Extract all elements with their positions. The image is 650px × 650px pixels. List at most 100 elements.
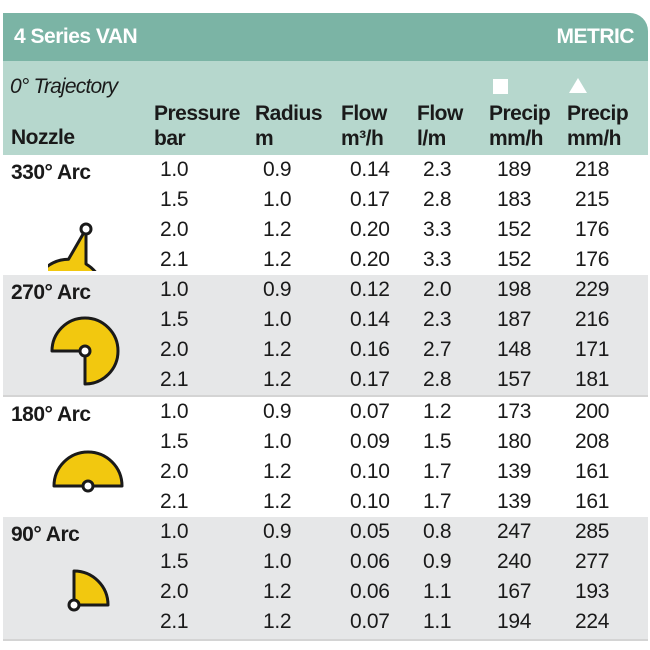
precip-triangle-cell: 171 — [575, 338, 610, 361]
table-row: 2.0 1.2 0.10 1.7 139 161 — [3, 460, 648, 490]
arc-label: 90° Arc — [11, 523, 80, 546]
flow-lm-cell: 1.1 — [423, 610, 452, 633]
precip-triangle-cell: 176 — [575, 248, 610, 271]
precip-triangle-cell: 161 — [575, 460, 610, 483]
precip-square-cell: 152 — [497, 218, 532, 241]
flow-m3h-cell: 0.17 — [350, 368, 390, 391]
table-row: 1.5 1.0 0.17 2.8 183 215 — [3, 188, 648, 218]
flow-m3h-cell: 0.14 — [350, 308, 390, 331]
flow-m3h-cell: 0.06 — [350, 550, 390, 573]
precip-triangle-cell: 277 — [575, 550, 610, 573]
pressure-cell: 1.0 — [160, 400, 189, 423]
radius-cell: 1.2 — [263, 368, 292, 391]
precip-square-cell: 139 — [497, 460, 532, 483]
column-header: 0° Trajectory Nozzle Pressure bar Radius… — [3, 61, 648, 155]
radius-cell: 0.9 — [263, 520, 292, 543]
flow-lm-cell: 1.2 — [423, 400, 452, 423]
arc-330-icon — [48, 222, 97, 271]
col-nozzle: Nozzle — [11, 125, 75, 150]
radius-cell: 1.2 — [263, 490, 292, 513]
col-flow-m3h-unit: m³/h — [341, 127, 384, 150]
precip-triangle-cell: 216 — [575, 308, 610, 331]
precip-triangle-cell: 215 — [575, 188, 610, 211]
radius-cell: 1.0 — [263, 188, 292, 211]
radius-cell: 1.0 — [263, 430, 292, 453]
col-pressure-label: Pressure — [154, 102, 240, 125]
precip-triangle-cell: 161 — [575, 490, 610, 513]
flow-lm-cell: 2.8 — [423, 188, 452, 211]
col-precip-triangle: Precip mm/h — [567, 101, 629, 151]
square-icon — [493, 79, 508, 94]
flow-m3h-cell: 0.10 — [350, 490, 390, 513]
title-bar: 4 Series VAN METRIC — [3, 13, 648, 61]
radius-cell: 1.0 — [263, 308, 292, 331]
precip-triangle-cell: 176 — [575, 218, 610, 241]
pressure-cell: 1.5 — [160, 188, 189, 211]
section-180-arc: 180° Arc 1.0 0.9 0.07 1.2 173 200 1.5 1.… — [3, 397, 648, 519]
radius-cell: 1.2 — [263, 460, 292, 483]
flow-m3h-cell: 0.17 — [350, 188, 390, 211]
pressure-cell: 2.0 — [160, 580, 189, 603]
table-row: 2.1 1.2 0.10 1.7 139 161 — [3, 490, 648, 520]
precip-square-cell: 194 — [497, 610, 532, 633]
unit-system-label: METRIC — [556, 25, 635, 48]
flow-lm-cell: 0.8 — [423, 520, 452, 543]
precip-square-cell: 173 — [497, 400, 532, 423]
col-pressure: Pressure bar — [154, 101, 240, 151]
table-row: 2.1 1.2 0.17 2.8 157 181 — [3, 368, 648, 398]
flow-m3h-cell: 0.05 — [350, 520, 390, 543]
pressure-cell: 1.0 — [160, 278, 189, 301]
col-radius-unit: m — [255, 127, 274, 150]
table-row: 2.0 1.2 0.06 1.1 167 193 — [3, 580, 648, 610]
table-row: 2.1 1.2 0.07 1.1 194 224 — [3, 610, 648, 640]
radius-cell: 0.9 — [263, 158, 292, 181]
precip-square-cell: 167 — [497, 580, 532, 603]
triangle-icon — [569, 78, 587, 93]
flow-lm-cell: 2.0 — [423, 278, 452, 301]
precip-square-cell: 240 — [497, 550, 532, 573]
table-row: 1.0 0.9 0.14 2.3 189 218 — [3, 158, 648, 188]
table-row: 2.0 1.2 0.20 3.3 152 176 — [3, 218, 648, 248]
col-pressure-unit: bar — [154, 127, 186, 150]
precip-square-cell: 189 — [497, 158, 532, 181]
col-radius-label: Radius — [255, 102, 323, 125]
precip-square-cell: 180 — [497, 430, 532, 453]
pressure-cell: 2.0 — [160, 460, 189, 483]
precip-square-cell: 198 — [497, 278, 532, 301]
radius-cell: 1.2 — [263, 580, 292, 603]
table-title: 4 Series VAN — [14, 25, 138, 48]
flow-lm-cell: 1.1 — [423, 580, 452, 603]
flow-lm-cell: 1.7 — [423, 490, 452, 513]
flow-lm-cell: 2.7 — [423, 338, 452, 361]
pressure-cell: 1.5 — [160, 308, 189, 331]
flow-lm-cell: 2.3 — [423, 308, 452, 331]
col-flow-lm: Flow l/m — [417, 101, 463, 151]
precip-square-cell: 148 — [497, 338, 532, 361]
flow-m3h-cell: 0.16 — [350, 338, 390, 361]
precip-triangle-cell: 193 — [575, 580, 610, 603]
radius-cell: 0.9 — [263, 278, 292, 301]
arc-label: 330° Arc — [11, 161, 91, 184]
flow-m3h-cell: 0.20 — [350, 248, 390, 271]
arc-90-icon — [67, 569, 110, 612]
col-flow-lm-label: Flow — [417, 102, 463, 125]
table-row: 1.0 0.9 0.05 0.8 247 285 — [3, 520, 648, 550]
table-row: 1.5 1.0 0.14 2.3 187 216 — [3, 308, 648, 338]
pressure-cell: 1.5 — [160, 430, 189, 453]
flow-m3h-cell: 0.20 — [350, 218, 390, 241]
col-flow-m3h-label: Flow — [341, 102, 387, 125]
precip-triangle-cell: 229 — [575, 278, 610, 301]
precip-triangle-cell: 224 — [575, 610, 610, 633]
table-row: 1.0 0.9 0.07 1.2 173 200 — [3, 400, 648, 430]
table-row: 2.0 1.2 0.16 2.7 148 171 — [3, 338, 648, 368]
flow-lm-cell: 0.9 — [423, 550, 452, 573]
radius-cell: 0.9 — [263, 400, 292, 423]
table-row: 1.5 1.0 0.09 1.5 180 208 — [3, 430, 648, 460]
pressure-cell: 1.5 — [160, 550, 189, 573]
pressure-cell: 2.1 — [160, 248, 189, 271]
radius-cell: 1.2 — [263, 218, 292, 241]
arc-180-icon — [52, 450, 124, 493]
flow-lm-cell: 1.5 — [423, 430, 452, 453]
trajectory-label: 0° Trajectory — [10, 75, 118, 98]
col-precip-square: Precip mm/h — [489, 101, 551, 151]
